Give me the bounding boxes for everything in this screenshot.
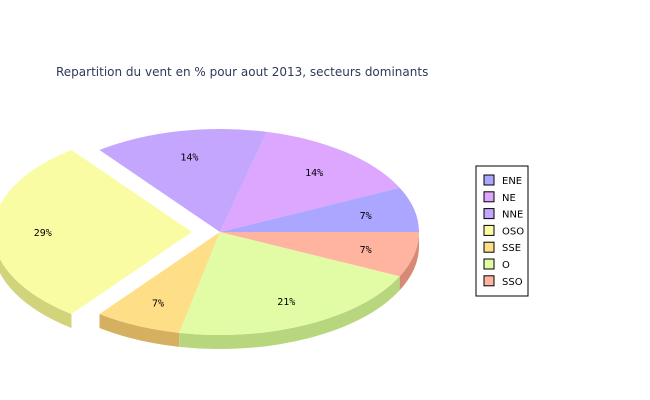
legend-label-sso: SSO — [502, 277, 523, 288]
slice-side-sso — [399, 232, 419, 291]
slice-oso — [0, 150, 192, 314]
value-label-ene: 7% — [360, 211, 372, 222]
legend-swatch-oso — [483, 224, 495, 236]
value-label-sso: 7% — [360, 245, 372, 256]
slice-side-o — [179, 276, 400, 350]
legend-swatch-nne — [483, 208, 495, 220]
value-label-oso: 29% — [34, 228, 52, 239]
chart-title: Repartition du vent en % pour aout 2013,… — [56, 65, 428, 79]
slice-side-oso — [0, 258, 72, 328]
legend-swatch-ene — [483, 174, 495, 186]
legend-label-ene: ENE — [502, 176, 522, 187]
slice-sso — [220, 232, 419, 277]
value-label-ne: 14% — [305, 168, 323, 179]
slice-sse — [99, 232, 220, 333]
pie-slices — [0, 128, 419, 336]
pie-value-labels: 7% 14% 14% 29% 7% 21% 7% — [34, 152, 372, 309]
value-label-sse: 7% — [152, 298, 164, 309]
legend-swatch-ne — [483, 191, 495, 203]
legend-swatch-o — [483, 258, 495, 270]
slice-nne — [99, 128, 267, 232]
legend-label-oso: OSO — [502, 226, 524, 237]
legend: ENE NE NNE OSO SSE O SSO — [475, 165, 529, 297]
slice-o — [179, 232, 400, 336]
legend-label-o: O — [502, 260, 510, 271]
legend-label-sse: SSE — [502, 243, 521, 254]
legend-label-nne: NNE — [502, 210, 523, 221]
pie-depth — [0, 232, 419, 350]
slice-ene — [220, 187, 419, 232]
slice-ne — [220, 131, 400, 232]
value-label-o: 21% — [277, 297, 295, 308]
legend-label-ne: NE — [502, 193, 516, 204]
legend-box — [475, 165, 529, 297]
legend-swatch-sse — [483, 241, 495, 253]
legend-swatch-sso — [483, 275, 495, 287]
value-label-nne: 14% — [180, 152, 198, 163]
slice-side-sse — [99, 313, 180, 347]
